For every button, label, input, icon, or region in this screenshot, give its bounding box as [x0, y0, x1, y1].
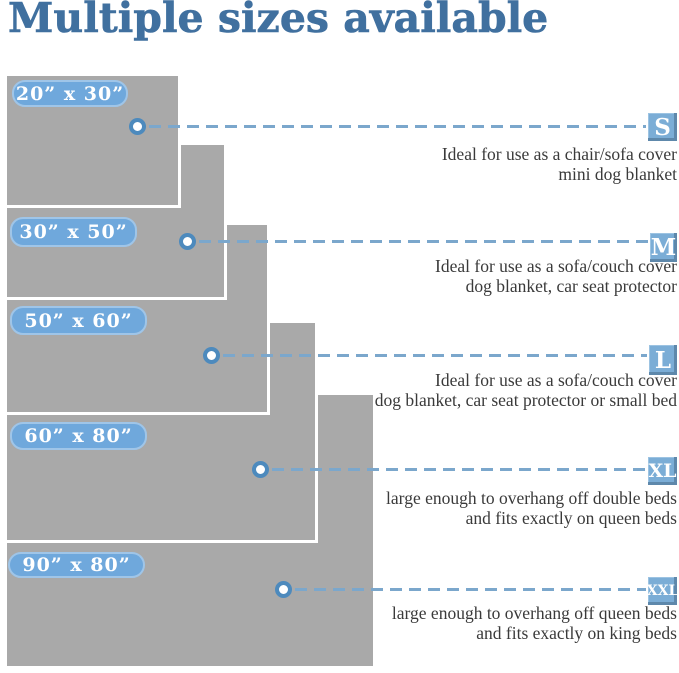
description-line: dog blanket, car seat protector or small…	[374, 390, 677, 410]
size-letter: XL	[648, 460, 677, 482]
dimension-pill-xl: 60” x 80”	[10, 422, 147, 450]
dimension-label: 90” x 80”	[22, 554, 131, 576]
size-badge-xl: XL	[648, 457, 677, 485]
size-badge-xxl: XXL	[646, 577, 679, 605]
description-line: Ideal for use as a sofa/couch cover	[435, 256, 677, 276]
dimension-label: 30” x 50”	[19, 221, 128, 243]
size-letter: L	[654, 346, 672, 374]
size-description-xl: large enough to overhang off double beds…	[237, 488, 677, 528]
dimension-label: 20” x 30”	[15, 82, 125, 105]
leader-line	[223, 354, 647, 357]
size-description-l: Ideal for use as a sofa/couch cover dog …	[237, 370, 677, 410]
description-line: and fits exactly on queen beds	[465, 508, 677, 528]
description-line: large enough to overhang off queen beds	[391, 603, 677, 623]
description-line: dog blanket, car seat protector	[465, 276, 677, 296]
description-line: and fits exactly on king beds	[476, 623, 677, 643]
description-line: Ideal for use as a chair/sofa cover	[441, 144, 677, 164]
leader-line	[272, 468, 646, 471]
leader-line	[149, 125, 646, 128]
size-description-m: Ideal for use as a sofa/couch cover dog …	[237, 256, 677, 296]
size-badge-l: L	[649, 345, 677, 375]
size-description-s: Ideal for use as a chair/sofa cover mini…	[237, 144, 677, 184]
size-badge-m: M	[650, 233, 677, 262]
leader-line	[199, 240, 648, 243]
size-letter: M	[650, 234, 677, 261]
size-letter: XXL	[646, 583, 679, 599]
leader-dot-icon	[129, 118, 146, 135]
leader-dot-icon	[179, 233, 196, 250]
description-line: mini dog blanket	[558, 164, 677, 184]
size-letter: S	[654, 113, 671, 141]
leader-dot-icon	[252, 461, 269, 478]
leader-dot-icon	[275, 581, 292, 598]
dimension-pill-m: 30” x 50”	[10, 217, 137, 247]
leader-line	[295, 588, 646, 591]
description-line: Ideal for use as a sofa/couch cover	[435, 370, 677, 390]
dimension-pill-s: 20” x 30”	[12, 80, 128, 107]
description-line: large enough to overhang off double beds	[386, 488, 677, 508]
dimension-pill-xxl: 90” x 80”	[8, 552, 145, 578]
dimension-label: 60” x 80”	[24, 425, 133, 447]
page-title: Multiple sizes available	[8, 0, 549, 42]
leader-dot-icon	[203, 347, 220, 364]
size-description-xxl: large enough to overhang off queen beds …	[237, 603, 677, 643]
dimension-label: 50” x 60”	[24, 309, 133, 332]
size-badge-s: S	[648, 113, 677, 141]
dimension-pill-l: 50” x 60”	[10, 306, 147, 335]
